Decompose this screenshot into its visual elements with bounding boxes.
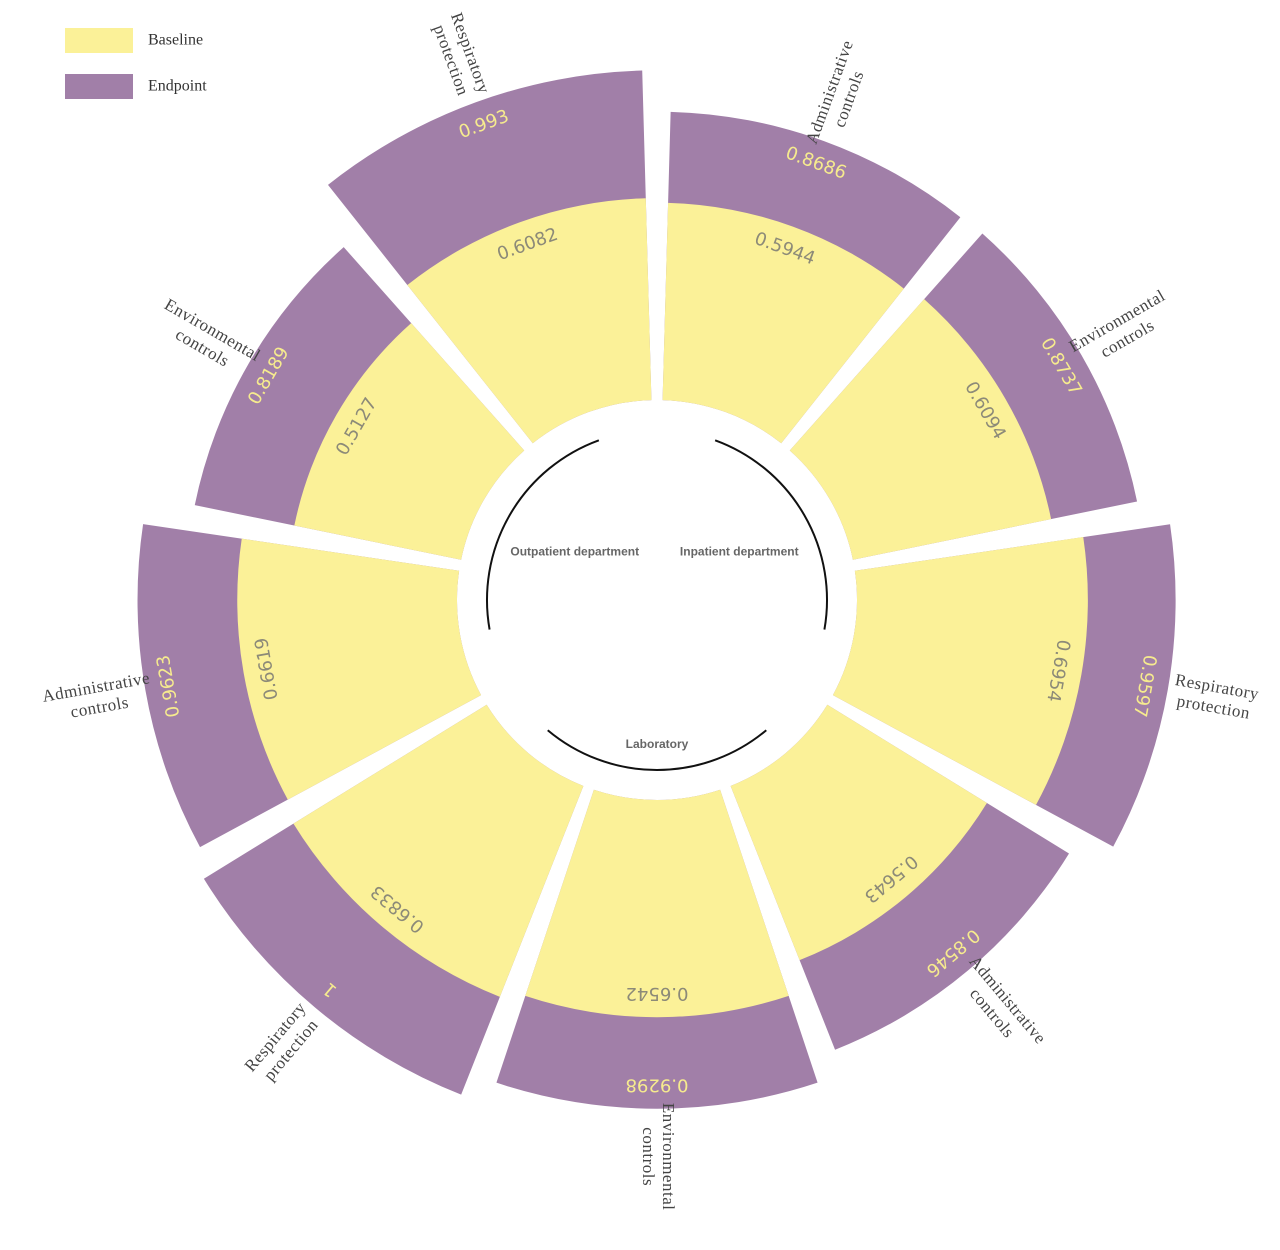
group-arc bbox=[714, 439, 828, 630]
value-label: 0.6542 bbox=[626, 983, 689, 1004]
category-label: Respiratoryprotection bbox=[1170, 670, 1260, 724]
legend-swatch bbox=[65, 74, 133, 99]
group-arc bbox=[486, 439, 600, 630]
legend-label: Baseline bbox=[148, 32, 203, 49]
category-label-line: Environmental bbox=[659, 1103, 678, 1211]
sector-baseline bbox=[730, 704, 987, 961]
legend-label: Endpoint bbox=[148, 78, 207, 95]
group-arc bbox=[547, 729, 767, 772]
group-label: Laboratory bbox=[626, 737, 689, 751]
sector-baseline bbox=[293, 704, 584, 997]
sector-baseline bbox=[294, 323, 525, 560]
category-label: Respiratoryprotection bbox=[428, 10, 494, 103]
category-label: Administrativecontrols bbox=[41, 668, 155, 726]
sector-baseline bbox=[407, 198, 652, 444]
category-label: Administrativecontrols bbox=[802, 37, 876, 153]
legend-swatch bbox=[65, 28, 133, 53]
category-label-line: controls bbox=[639, 1127, 658, 1186]
sector-baseline bbox=[237, 538, 482, 800]
sector-baseline bbox=[662, 202, 904, 444]
category-label: Respiratoryprotection bbox=[241, 998, 326, 1088]
sector-baseline bbox=[525, 789, 789, 1018]
sector-baseline bbox=[789, 299, 1052, 560]
group-label: Inpatient department bbox=[680, 545, 799, 559]
group-label: Outpatient department bbox=[510, 545, 639, 559]
category-label: Environmentalcontrols bbox=[639, 1103, 678, 1211]
value-label: 0.9298 bbox=[626, 1075, 689, 1096]
sector-baseline bbox=[832, 537, 1088, 805]
